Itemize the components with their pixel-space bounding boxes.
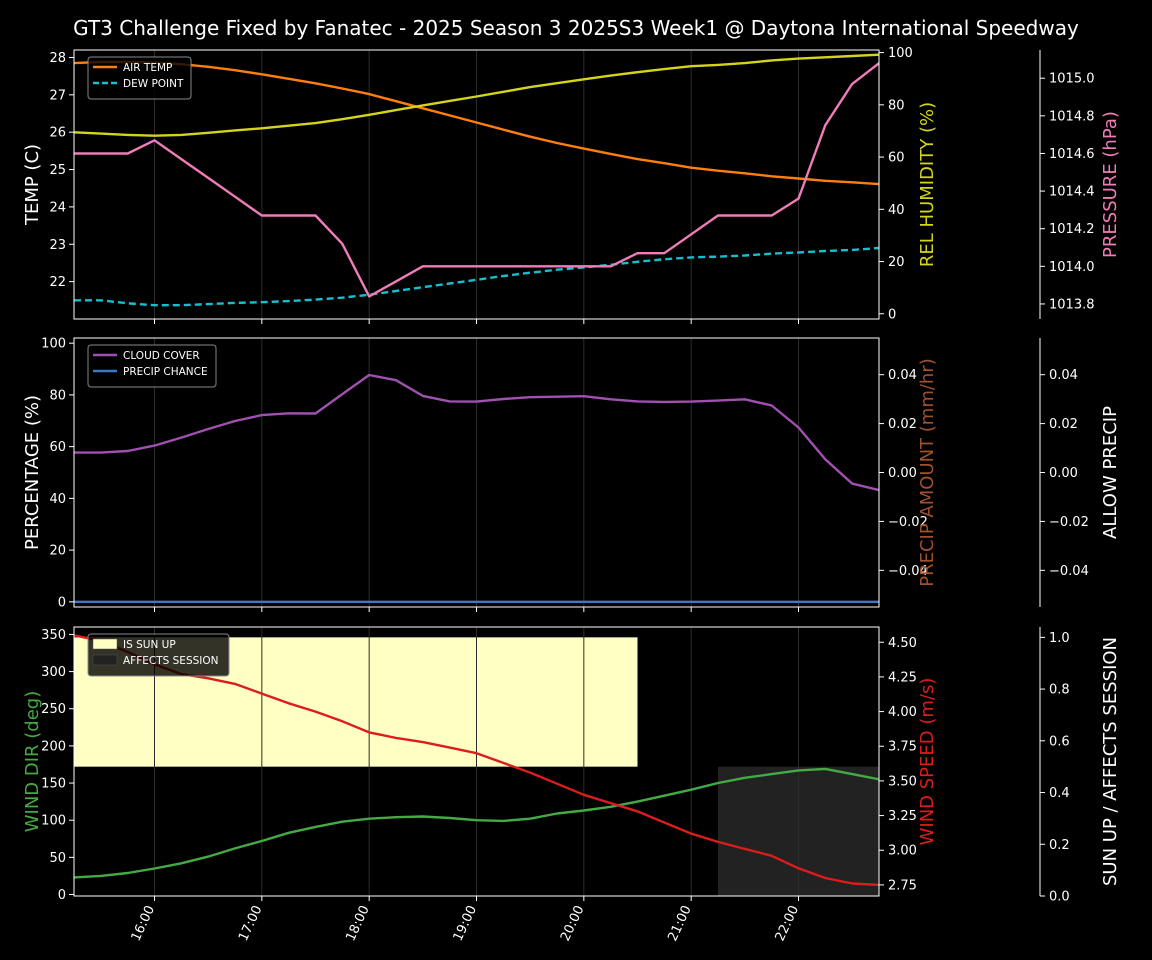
legend-swatch <box>92 638 118 650</box>
y-right-tick-label: −0.02 <box>888 515 928 530</box>
legend-label: IS SUN UP <box>123 639 176 651</box>
panel-weather: 22 23 24 25 26 27 28 0 20 40 60 80 100 1013.8 1014.0 10… <box>22 46 1121 324</box>
y-right-axis-label: WIND SPEED (m/s) <box>917 678 938 846</box>
y-tick-label: 200 <box>41 739 66 754</box>
y-tick-label: 20 <box>49 544 66 559</box>
legend-frame <box>87 344 217 388</box>
plot-layer: 22 23 24 25 26 27 28 0 20 40 60 80 100 1013.8 1014.0 10… <box>22 46 1121 944</box>
y-right-tick-label: 20 <box>888 255 905 270</box>
y-axis-label: TEMP (C) <box>22 144 43 226</box>
y-tick-label: 250 <box>41 702 66 717</box>
y-axis-label: WIND DIR (deg) <box>22 691 43 833</box>
legend-label: DEW POINT <box>123 78 184 90</box>
humidity-line <box>74 53 879 137</box>
far-right-tick-label: 1014.2 <box>1049 222 1095 237</box>
y-right-tick-label: 3.25 <box>888 809 917 824</box>
y-tick-label: 26 <box>49 126 66 141</box>
y-tick-label: 24 <box>49 200 66 215</box>
legend-swatch <box>92 654 118 666</box>
plot-area <box>74 50 879 319</box>
far-right-tick-label: 1015.0 <box>1049 72 1095 87</box>
far-right-tick-label: 1014.6 <box>1049 147 1095 162</box>
legend: IS SUN UP AFFECTS SESSION <box>87 633 230 677</box>
y-right-tick-label: 4.50 <box>888 636 917 651</box>
legend-frame <box>87 633 230 677</box>
y-right-tick-label: 0.02 <box>888 417 917 432</box>
figure-title: GT3 Challenge Fixed by Fanatec - 2025 Se… <box>73 16 1079 40</box>
y-tick-label: 60 <box>49 440 66 455</box>
y-right-axis-label: REL HUMIDITY (%) <box>917 102 938 267</box>
y-right-tick-label: 0 <box>888 307 896 322</box>
legend: CLOUD COVER PRECIP CHANCE <box>87 344 217 388</box>
far-right-tick-label: 0.6 <box>1049 734 1070 749</box>
legend-label: AIR TEMP <box>123 62 172 74</box>
plot-area <box>74 338 879 607</box>
y-tick-label: 80 <box>49 388 66 403</box>
far-right-tick-label: 1.0 <box>1049 631 1070 646</box>
far-right-tick-label: −0.04 <box>1049 564 1089 579</box>
y-axis-label: PERCENTAGE (%) <box>22 395 43 550</box>
far-right-tick-label: 0.00 <box>1049 466 1078 481</box>
y-right-tick-label: −0.04 <box>888 564 928 579</box>
y-right-tick-label: 4.00 <box>888 705 917 720</box>
far-right-tick-label: 1014.0 <box>1049 260 1095 275</box>
far-right-tick-label: 0.04 <box>1049 368 1078 383</box>
far-right-tick-label: 0.4 <box>1049 786 1070 801</box>
wind-dir-line <box>74 767 879 879</box>
panel-cloud: 0 20 40 60 80 100 −0.04 −0.02 0.00 0.02 0.04 −0.04 −… <box>22 337 1121 612</box>
y-tick-label: 28 <box>49 51 66 66</box>
y-tick-label: 300 <box>41 665 66 680</box>
y-right-tick-label: 0.00 <box>888 466 917 481</box>
far-right-tick-label: 1014.8 <box>1049 109 1095 124</box>
y-tick-label: 150 <box>41 777 66 792</box>
y-far-right-axis-label: ALLOW PRECIP <box>1100 406 1121 539</box>
wind-speed-line <box>74 634 879 887</box>
y-right-tick-label: 3.50 <box>888 774 917 789</box>
y-tick-label: 0 <box>58 888 66 903</box>
y-right-tick-label: 60 <box>888 151 905 166</box>
dew-point-line <box>74 246 879 307</box>
far-right-tick-label: 0.02 <box>1049 417 1078 432</box>
y-right-tick-label: 3.00 <box>888 844 917 859</box>
far-right-tick-label: 1014.4 <box>1049 185 1095 200</box>
y-right-tick-label: 80 <box>888 98 905 113</box>
y-right-tick-label: 40 <box>888 203 905 218</box>
y-tick-label: 350 <box>41 628 66 643</box>
far-right-tick-label: 0.2 <box>1049 838 1070 853</box>
y-tick-label: 23 <box>49 238 66 253</box>
y-tick-label: 50 <box>49 851 66 866</box>
cloud-cover-line <box>74 373 879 492</box>
y-tick-label: 0 <box>58 595 66 610</box>
y-far-right-axis-label: SUN UP / AFFECTS SESSION <box>1100 637 1121 886</box>
y-tick-label: 22 <box>49 275 66 290</box>
far-right-tick-label: 1013.8 <box>1049 297 1095 312</box>
y-far-right-axis-label: PRESSURE (hPa) <box>1100 111 1121 258</box>
panel-wind: 0 50 100 150 200 250 300 350 2.75 3.00 3.25 3.50 3.7… <box>22 626 1121 905</box>
y-right-axis-label: PRECIP AMOUNT (mm/hr) <box>917 358 938 587</box>
y-right-tick-label: 3.75 <box>888 740 917 755</box>
y-tick-label: 27 <box>49 88 66 103</box>
legend: AIR TEMP DEW POINT <box>87 56 192 100</box>
y-tick-label: 40 <box>49 492 66 507</box>
legend-label: PRECIP CHANCE <box>123 366 208 378</box>
air-temp-line <box>74 60 879 186</box>
far-right-tick-label: 0.0 <box>1049 890 1070 905</box>
y-tick-label: 100 <box>41 337 66 352</box>
y-right-tick-label: 100 <box>888 46 913 61</box>
far-right-tick-label: −0.02 <box>1049 515 1089 530</box>
y-right-tick-label: 2.75 <box>888 878 917 893</box>
legend-label: CLOUD COVER <box>123 350 200 362</box>
pressure-line <box>74 62 879 298</box>
y-tick-label: 100 <box>41 814 66 829</box>
y-right-tick-label: 0.04 <box>888 368 917 383</box>
far-right-tick-label: 0.8 <box>1049 683 1070 698</box>
legend-label: AFFECTS SESSION <box>123 655 219 667</box>
y-tick-label: 25 <box>49 163 66 178</box>
y-right-tick-label: 4.25 <box>888 670 917 685</box>
